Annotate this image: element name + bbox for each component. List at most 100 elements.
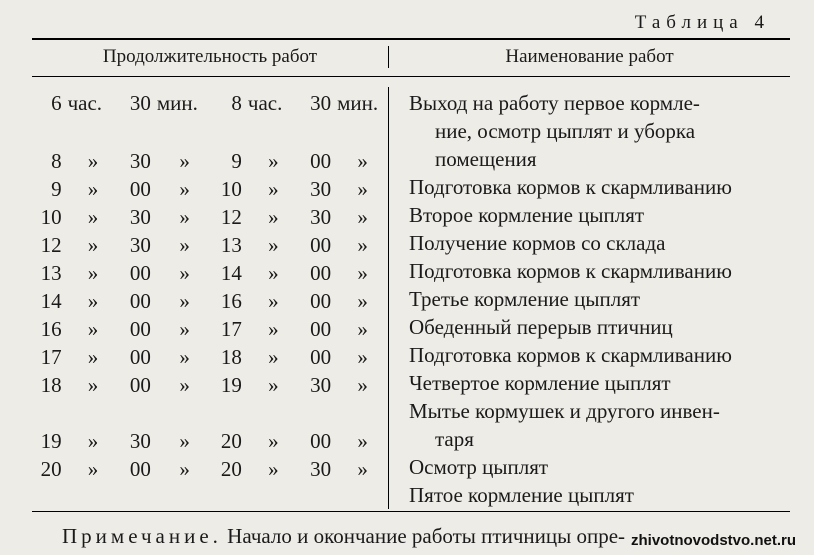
header-work-name: Наименование работ	[389, 46, 790, 68]
ditto-mark: »	[331, 315, 388, 343]
minute-end: 30	[299, 371, 331, 399]
unit-minute: мин.	[331, 89, 388, 117]
unit-hour: час.	[62, 89, 119, 117]
hour-end: 12	[212, 203, 242, 231]
hour-end: 16	[212, 287, 242, 315]
minute-start: 00	[118, 259, 150, 287]
duration-row: 8»30»9»00»	[32, 147, 388, 175]
minute-end: 00	[299, 315, 331, 343]
duration-column: 6 час. 30 мин. 8 час. 30 мин. 8»30»9»00»…	[32, 87, 389, 509]
table-header-row: Продолжительность работ Наименование раб…	[32, 40, 790, 74]
description-text: Осмотр цыплят	[409, 455, 548, 479]
ditto-mark: »	[151, 287, 212, 315]
ditto-mark: »	[331, 147, 388, 175]
hour-start: 6	[32, 89, 62, 117]
ditto-mark: »	[151, 455, 212, 483]
ditto-mark: »	[242, 231, 299, 259]
ditto-mark: »	[62, 287, 119, 315]
duration-row: 19»30»20»00»	[32, 427, 388, 455]
minute-end: 30	[299, 203, 331, 231]
hour-start: 10	[32, 203, 62, 231]
hour-start: 12	[32, 231, 62, 259]
hour-start: 18	[32, 371, 62, 399]
hour-end: 10	[212, 175, 242, 203]
ditto-mark: »	[331, 287, 388, 315]
minute-start: 30	[118, 203, 150, 231]
description-text: Подготовка кормов к скармливанию	[409, 175, 732, 199]
minute-end: 30	[299, 455, 331, 483]
minute-end: 00	[299, 287, 331, 315]
page: Таблица 4 Продолжительность работ Наимен…	[0, 0, 814, 555]
description-text: Пятое кормление цыплят	[409, 483, 634, 507]
footnote-label: Примечание.	[32, 524, 222, 548]
description-text: Подготовка кормов к скармливанию	[409, 343, 732, 367]
ditto-mark: »	[62, 455, 119, 483]
minute-start: 00	[118, 371, 150, 399]
hour-start: 13	[32, 259, 62, 287]
ditto-mark: »	[151, 231, 212, 259]
duration-row: 14»00»16»00»	[32, 287, 388, 315]
ditto-mark: »	[151, 427, 212, 455]
ditto-mark: »	[62, 343, 119, 371]
hour-end: 17	[212, 315, 242, 343]
description-text: таря	[409, 425, 790, 453]
minute-end: 30	[299, 175, 331, 203]
ditto-mark: »	[242, 287, 299, 315]
ditto-mark: »	[242, 147, 299, 175]
description-text: Получение кормов со склада	[409, 231, 665, 255]
ditto-mark: »	[242, 203, 299, 231]
description-column: Выход на работу первое кормле- ние, осмо…	[389, 87, 790, 509]
source-credit: zhivotnovodstvo.net.ru	[631, 532, 796, 549]
ditto-mark: »	[151, 175, 212, 203]
ditto-mark: »	[62, 147, 119, 175]
description-text: ние, осмотр цыплят и уборка	[409, 117, 790, 145]
footnote-text: Начало и окончание работы птичницы опре-	[222, 524, 625, 548]
ditto-mark: »	[331, 427, 388, 455]
ditto-mark: »	[242, 427, 299, 455]
minute-end: 00	[299, 343, 331, 371]
hour-start: 8	[32, 147, 62, 175]
header-duration: Продолжительность работ	[32, 46, 389, 68]
ditto-mark: »	[331, 203, 388, 231]
minute-end: 00	[299, 147, 331, 175]
ditto-mark: »	[242, 315, 299, 343]
ditto-mark: »	[62, 315, 119, 343]
description-row: Четвертое кормление цыплят	[409, 369, 790, 397]
hour-start: 20	[32, 455, 62, 483]
hour-start: 19	[32, 427, 62, 455]
description-row: Выход на работу первое кормле- ние, осмо…	[409, 89, 790, 173]
description-row: Мытье кормушек и другого инвен-таря	[409, 397, 790, 453]
minute-end: 00	[299, 231, 331, 259]
minute-start: 30	[118, 427, 150, 455]
description-text: Четвертое кормление цыплят	[409, 371, 671, 395]
minute-start: 00	[118, 315, 150, 343]
minute-start: 00	[118, 343, 150, 371]
description-row: Получение кормов со склада	[409, 229, 790, 257]
hour-start: 14	[32, 287, 62, 315]
minute-start: 30	[118, 89, 150, 117]
hour-end: 18	[212, 343, 242, 371]
unit-minute: мин.	[151, 89, 212, 117]
ditto-mark: »	[331, 231, 388, 259]
ditto-mark: »	[62, 231, 119, 259]
hour-end: 9	[212, 147, 242, 175]
ditto-mark: »	[62, 175, 119, 203]
description-text: Подготовка кормов к скармливанию	[409, 259, 732, 283]
ditto-mark: »	[151, 147, 212, 175]
description-row: Осмотр цыплят	[409, 453, 790, 481]
minute-start: 30	[118, 231, 150, 259]
description-text: помещения	[409, 145, 790, 173]
description-row: Подготовка кормов к скармливанию	[409, 341, 790, 369]
ditto-mark: »	[242, 371, 299, 399]
ditto-mark: »	[331, 175, 388, 203]
minute-end: 00	[299, 259, 331, 287]
hour-end: 20	[212, 455, 242, 483]
duration-row: 13»00»14»00»	[32, 259, 388, 287]
hour-end: 19	[212, 371, 242, 399]
duration-row: 16»00»17»00»	[32, 315, 388, 343]
ditto-mark: »	[331, 259, 388, 287]
hour-end: 14	[212, 259, 242, 287]
ditto-mark: »	[151, 343, 212, 371]
hour-start: 16	[32, 315, 62, 343]
duration-row: 18»00»19»30»	[32, 371, 388, 399]
